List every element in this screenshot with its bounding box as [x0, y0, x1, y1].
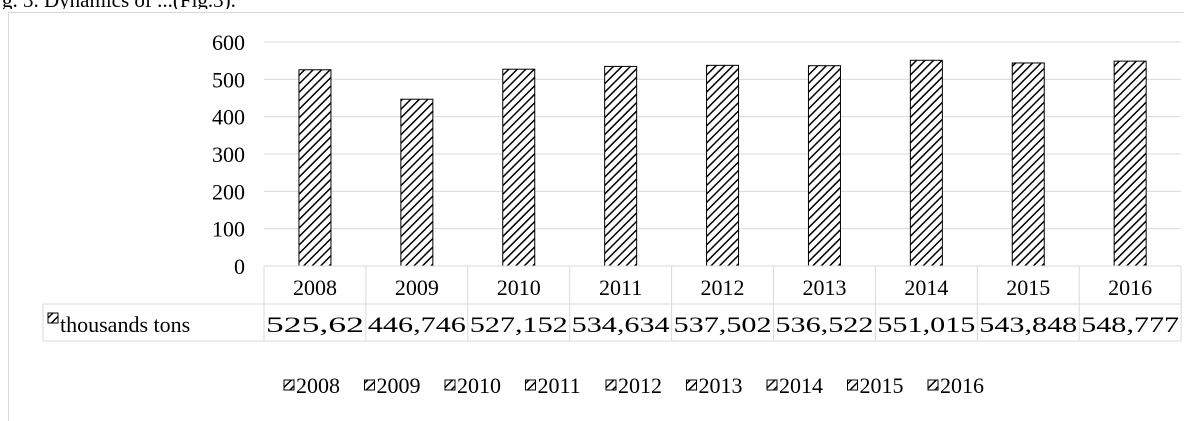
- y-tick-label: 500: [212, 67, 245, 92]
- x-tick-label: 2015: [1006, 275, 1050, 300]
- y-tick-label: 0: [234, 254, 245, 279]
- legend: 2008 2009 2010 2011 2012 2013 2014 2015 2016: [283, 373, 984, 398]
- y-tick-label: 600: [212, 30, 245, 55]
- bar: [807, 65, 841, 267]
- data-label: 527,152: [470, 312, 568, 337]
- data-table: 2008 2009 2010 2011 2012 2013 2014 2015 2016 thou…: [42, 265, 1182, 342]
- data-label: 534,634: [572, 312, 670, 337]
- bar: [706, 64, 740, 267]
- bar: [909, 59, 943, 267]
- x-tick-label: 2011: [599, 275, 642, 300]
- chart-frame-left: [8, 12, 9, 421]
- x-tick-label: 2008: [293, 275, 337, 300]
- data-label: 525,62: [266, 312, 364, 337]
- legend-key: [525, 379, 536, 391]
- data-label: 537,502: [674, 312, 772, 337]
- legend-key: [444, 379, 456, 391]
- legend-entry: 2012: [618, 373, 662, 398]
- x-tick-label: 2012: [701, 275, 745, 300]
- y-tick-label: 300: [212, 142, 245, 167]
- x-tick-label: 2016: [1108, 275, 1152, 300]
- legend-entry: 2016: [940, 373, 984, 398]
- legend-entry: 2013: [699, 373, 743, 398]
- data-label: 543,848: [979, 312, 1077, 337]
- legend-key: [927, 379, 939, 391]
- legend-entry: 2011: [538, 373, 581, 398]
- legend-entry: 2010: [457, 373, 501, 398]
- series-name: thousands tons: [60, 312, 190, 337]
- bar: [1113, 60, 1147, 267]
- legend-entry: 2014: [779, 373, 823, 398]
- data-label: 536,522: [775, 312, 873, 337]
- x-tick-label: 2014: [904, 275, 948, 300]
- series-legend-key: [47, 312, 59, 324]
- data-label: 446,746: [368, 312, 466, 337]
- legend-key: [283, 379, 295, 391]
- x-tick-label: 2010: [497, 275, 541, 300]
- data-label: 548,777: [1081, 312, 1179, 337]
- bar: [298, 69, 332, 267]
- figure-caption: g. 3. Dynamics of ...(Fig.3).: [2, 0, 362, 9]
- bar: [604, 65, 638, 267]
- x-tick-label: 2009: [395, 275, 439, 300]
- y-tick-label: 400: [212, 105, 245, 130]
- y-tick-label: 200: [212, 179, 245, 204]
- legend-key: [766, 379, 778, 391]
- bar: [1011, 62, 1045, 267]
- legend-entry: 2009: [377, 373, 421, 398]
- y-tick-label: 100: [212, 217, 245, 242]
- legend-key: [605, 379, 617, 391]
- legend-entry: 2015: [860, 373, 904, 398]
- bar: [502, 68, 536, 267]
- data-label: 551,015: [877, 312, 975, 337]
- legend-key: [686, 379, 697, 391]
- legend-key: [847, 379, 858, 391]
- chart-frame-top: [8, 12, 1184, 13]
- legend-entry: 2008: [296, 373, 340, 398]
- y-axis-ticks: 0 100 200 300 400 500 600: [212, 30, 245, 279]
- bar: [400, 98, 434, 267]
- bars: [298, 59, 1147, 267]
- x-tick-label: 2013: [802, 275, 846, 300]
- legend-key: [364, 379, 375, 391]
